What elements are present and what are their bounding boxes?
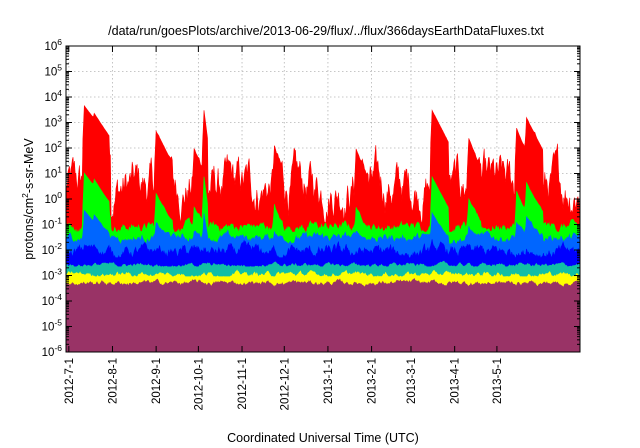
x-tick-label: 2012-12-1 [279,358,291,410]
x-tick-label: 2013-2-1 [367,358,379,404]
chart-title: /data/run/goesPlots/archive/2013-06-29/f… [108,24,544,38]
y-tick-label: 10-4 [42,292,63,308]
x-axis: 2012-7-1 2012-8-1 2012-9-1 2012-10-1 2012-11… [64,46,504,410]
x-axis-label: Coordinated Universal Time (UTC) [227,431,419,445]
y-tick-label: 105 [44,63,62,79]
x-tick-label: 2013-5-1 [492,358,504,404]
y-tick-label: 101 [44,165,62,181]
y-tick-label: 10-1 [42,216,63,232]
y-tick-label: 100 [44,190,62,206]
y-tick-label: 10-3 [42,267,63,283]
x-tick-label: 2012-9-1 [151,358,163,404]
x-tick-label: 2012-11-1 [237,358,249,410]
x-tick-label: 2013-4-1 [450,358,462,404]
y-tick-label: 104 [44,88,62,104]
series-area-7 [65,278,581,353]
y-tick-label: 10-2 [42,241,63,257]
y-tick-label: 10-5 [42,318,63,334]
y-tick-label: 103 [44,114,62,130]
x-tick-label: 2012-8-1 [107,358,119,404]
y-tick-label: 10-6 [42,343,63,359]
x-tick-label: 2012-7-1 [64,358,76,404]
y-axis-label: protons/cm2-s-sr-MeV [20,138,36,260]
x-tick-label: 2013-1-1 [323,358,335,404]
y-tick-label: 102 [44,139,62,155]
y-tick-label: 106 [44,37,62,53]
x-tick-label: 2012-10-1 [193,358,205,410]
y-axis: 10-6 10-5 10-4 10-3 10-2 10-1 100 101 102 103 104 1… [42,37,580,359]
series-layer [65,104,581,353]
x-tick-label: 2013-3-1 [406,358,418,404]
